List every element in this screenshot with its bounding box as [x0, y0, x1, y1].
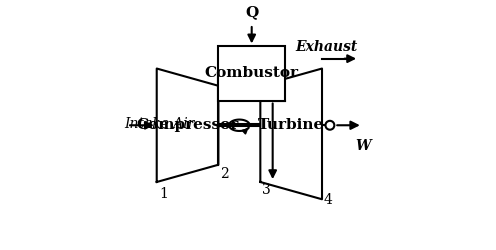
Text: 3: 3	[261, 183, 270, 197]
Bar	[218, 46, 285, 100]
Text: Turbine: Turbine	[258, 118, 324, 132]
Text: Compressor: Compressor	[136, 118, 239, 132]
Text: 4: 4	[323, 193, 332, 207]
Text: 2: 2	[220, 167, 228, 181]
Text: Exhaust: Exhaust	[296, 40, 358, 54]
Text: Intake Air: Intake Air	[124, 117, 195, 131]
Text: Combustor: Combustor	[205, 66, 299, 80]
Text: W: W	[355, 139, 371, 153]
Text: 1: 1	[159, 187, 168, 201]
Text: Q: Q	[245, 5, 258, 19]
